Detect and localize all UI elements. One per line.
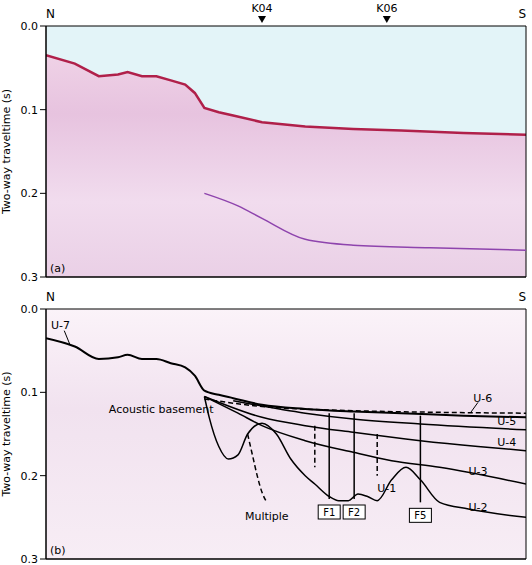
- svg-text:F2: F2: [348, 507, 360, 518]
- svg-text:K04: K04: [251, 2, 272, 15]
- svg-text:N: N: [46, 290, 55, 304]
- svg-text:Two-way traveltime (s): Two-way traveltime (s): [8, 371, 13, 497]
- svg-text:0.3: 0.3: [21, 271, 39, 283]
- svg-text:0.1: 0.1: [21, 104, 39, 117]
- svg-text:0.2: 0.2: [21, 187, 39, 200]
- svg-text:0.2: 0.2: [21, 470, 39, 483]
- svg-text:F5: F5: [414, 510, 426, 521]
- svg-text:0.0: 0.0: [21, 20, 39, 33]
- svg-text:0.0: 0.0: [21, 303, 39, 316]
- svg-text:K06: K06: [376, 2, 397, 15]
- svg-text:U-4: U-4: [497, 436, 516, 449]
- svg-text:F1: F1: [323, 507, 335, 518]
- svg-text:Multiple: Multiple: [245, 510, 289, 523]
- svg-text:U-5: U-5: [497, 415, 516, 428]
- svg-text:S: S: [518, 7, 524, 21]
- svg-text:Two-way traveltime (s): Two-way traveltime (s): [8, 89, 13, 215]
- svg-text:U-6: U-6: [473, 392, 492, 405]
- svg-text:U-7: U-7: [51, 319, 70, 332]
- svg-text:U-2: U-2: [468, 501, 487, 514]
- svg-text:U-1: U-1: [377, 482, 396, 495]
- svg-text:(b): (b): [50, 544, 66, 557]
- svg-text:0.3: 0.3: [21, 553, 39, 565]
- svg-text:Acoustic basement: Acoustic basement: [109, 403, 214, 416]
- svg-text:0.1: 0.1: [21, 386, 39, 399]
- svg-text:S: S: [518, 290, 524, 304]
- svg-text:U-3: U-3: [468, 465, 487, 478]
- svg-text:(a): (a): [50, 262, 65, 275]
- svg-text:N: N: [46, 7, 55, 21]
